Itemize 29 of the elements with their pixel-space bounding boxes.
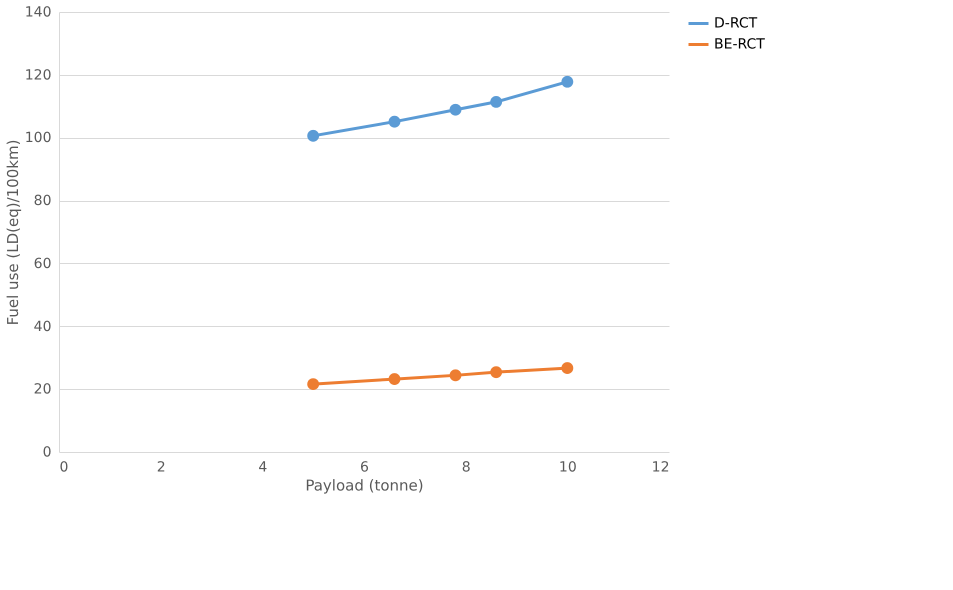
- x-axis-title: Payload (tonne): [305, 476, 424, 494]
- point: [561, 362, 574, 374]
- point: [490, 96, 502, 108]
- x-tick-label: 10: [558, 460, 577, 476]
- point: [388, 116, 400, 128]
- point: [307, 378, 320, 390]
- point: [561, 76, 574, 88]
- y-tick-label: 120: [24, 67, 52, 84]
- y-tick-label: 20: [34, 382, 52, 398]
- y-tick-label: 60: [34, 256, 52, 272]
- y-tick-label: 100: [24, 130, 52, 146]
- point: [450, 369, 462, 382]
- y-tick-label: 80: [34, 193, 52, 210]
- y-tick-label: 0: [42, 444, 52, 460]
- legend-label: BE-RCT: [714, 36, 766, 52]
- x-tick-label: 6: [360, 460, 370, 476]
- point: [388, 373, 400, 385]
- x-tick-label: 8: [462, 460, 471, 476]
- y-tick-label: 140: [24, 4, 52, 20]
- x-tick-label: 2: [156, 460, 166, 476]
- y-axis-title: Fuel use (LD(eq)/100km): [4, 140, 22, 326]
- point: [450, 104, 462, 116]
- legend-label: D-RCT: [714, 16, 758, 32]
- x-tick-label: 4: [258, 460, 268, 476]
- point: [490, 366, 502, 378]
- x-tick-label: 12: [652, 460, 670, 476]
- x-tick-label: 0: [60, 460, 68, 476]
- y-tick-label: 40: [34, 318, 52, 335]
- point: [307, 130, 320, 142]
